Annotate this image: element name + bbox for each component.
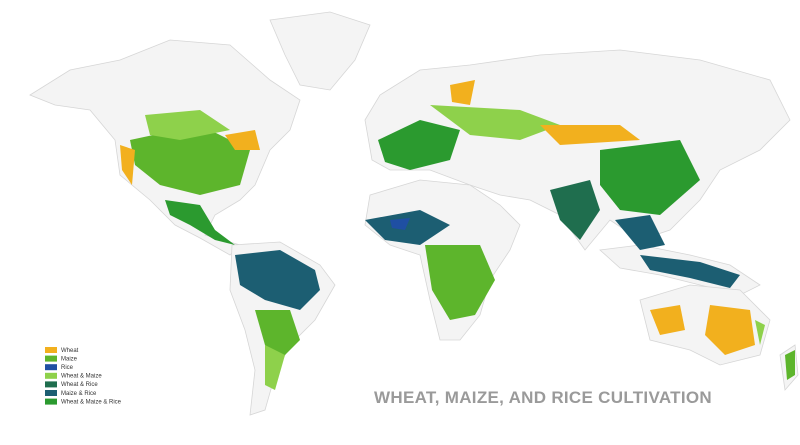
- crop-area: [390, 218, 410, 230]
- legend-label: Wheat & Maize & Rice: [61, 399, 122, 405]
- legend-label: Wheat & Maize: [61, 374, 102, 380]
- crop-area: [650, 305, 685, 335]
- crop-area: [255, 310, 300, 360]
- crop-area: [425, 245, 495, 320]
- crop-area: [755, 320, 765, 345]
- legend-label: Wheat: [61, 348, 79, 354]
- crop-area: [705, 305, 755, 355]
- crop-area: [640, 255, 740, 288]
- crop-area: [430, 105, 560, 140]
- crop-area: [235, 250, 320, 310]
- legend-swatch: [45, 347, 57, 353]
- legend-label: Maize: [61, 356, 78, 362]
- legend-swatch: [45, 372, 57, 379]
- legend-swatch: [45, 355, 57, 362]
- crop-area: [378, 120, 460, 170]
- legend-swatch: [45, 381, 57, 388]
- crop-area: [540, 125, 640, 145]
- crop-area: [130, 125, 250, 195]
- legend-label: Wheat & Rice: [61, 382, 98, 388]
- crop-area: [145, 110, 230, 140]
- crop-area: [120, 145, 135, 185]
- legend-swatch: [45, 390, 57, 396]
- map-title: WHEAT, MAIZE, AND RICE CULTIVATION: [374, 388, 712, 407]
- crop-area: [550, 180, 600, 240]
- crop-area: [450, 80, 475, 105]
- legend: Wheat Maize Rice Wheat & Maize Wheat & Rice M…: [45, 347, 122, 405]
- crop-area: [225, 130, 260, 150]
- crop-area: [785, 350, 795, 380]
- legend-swatch: [45, 364, 57, 371]
- crop-area: [615, 215, 665, 250]
- crop-area: [265, 345, 285, 390]
- crop-area: [165, 200, 235, 245]
- legend-swatch: [45, 398, 57, 405]
- eurasia: [364, 49, 791, 251]
- crop-areas: [120, 80, 795, 390]
- crop-area: [365, 210, 450, 245]
- legend-label: Rice: [61, 365, 74, 371]
- greenland: [269, 11, 371, 91]
- legend-label: Maize & Rice: [61, 391, 97, 397]
- crop-area: [600, 140, 700, 215]
